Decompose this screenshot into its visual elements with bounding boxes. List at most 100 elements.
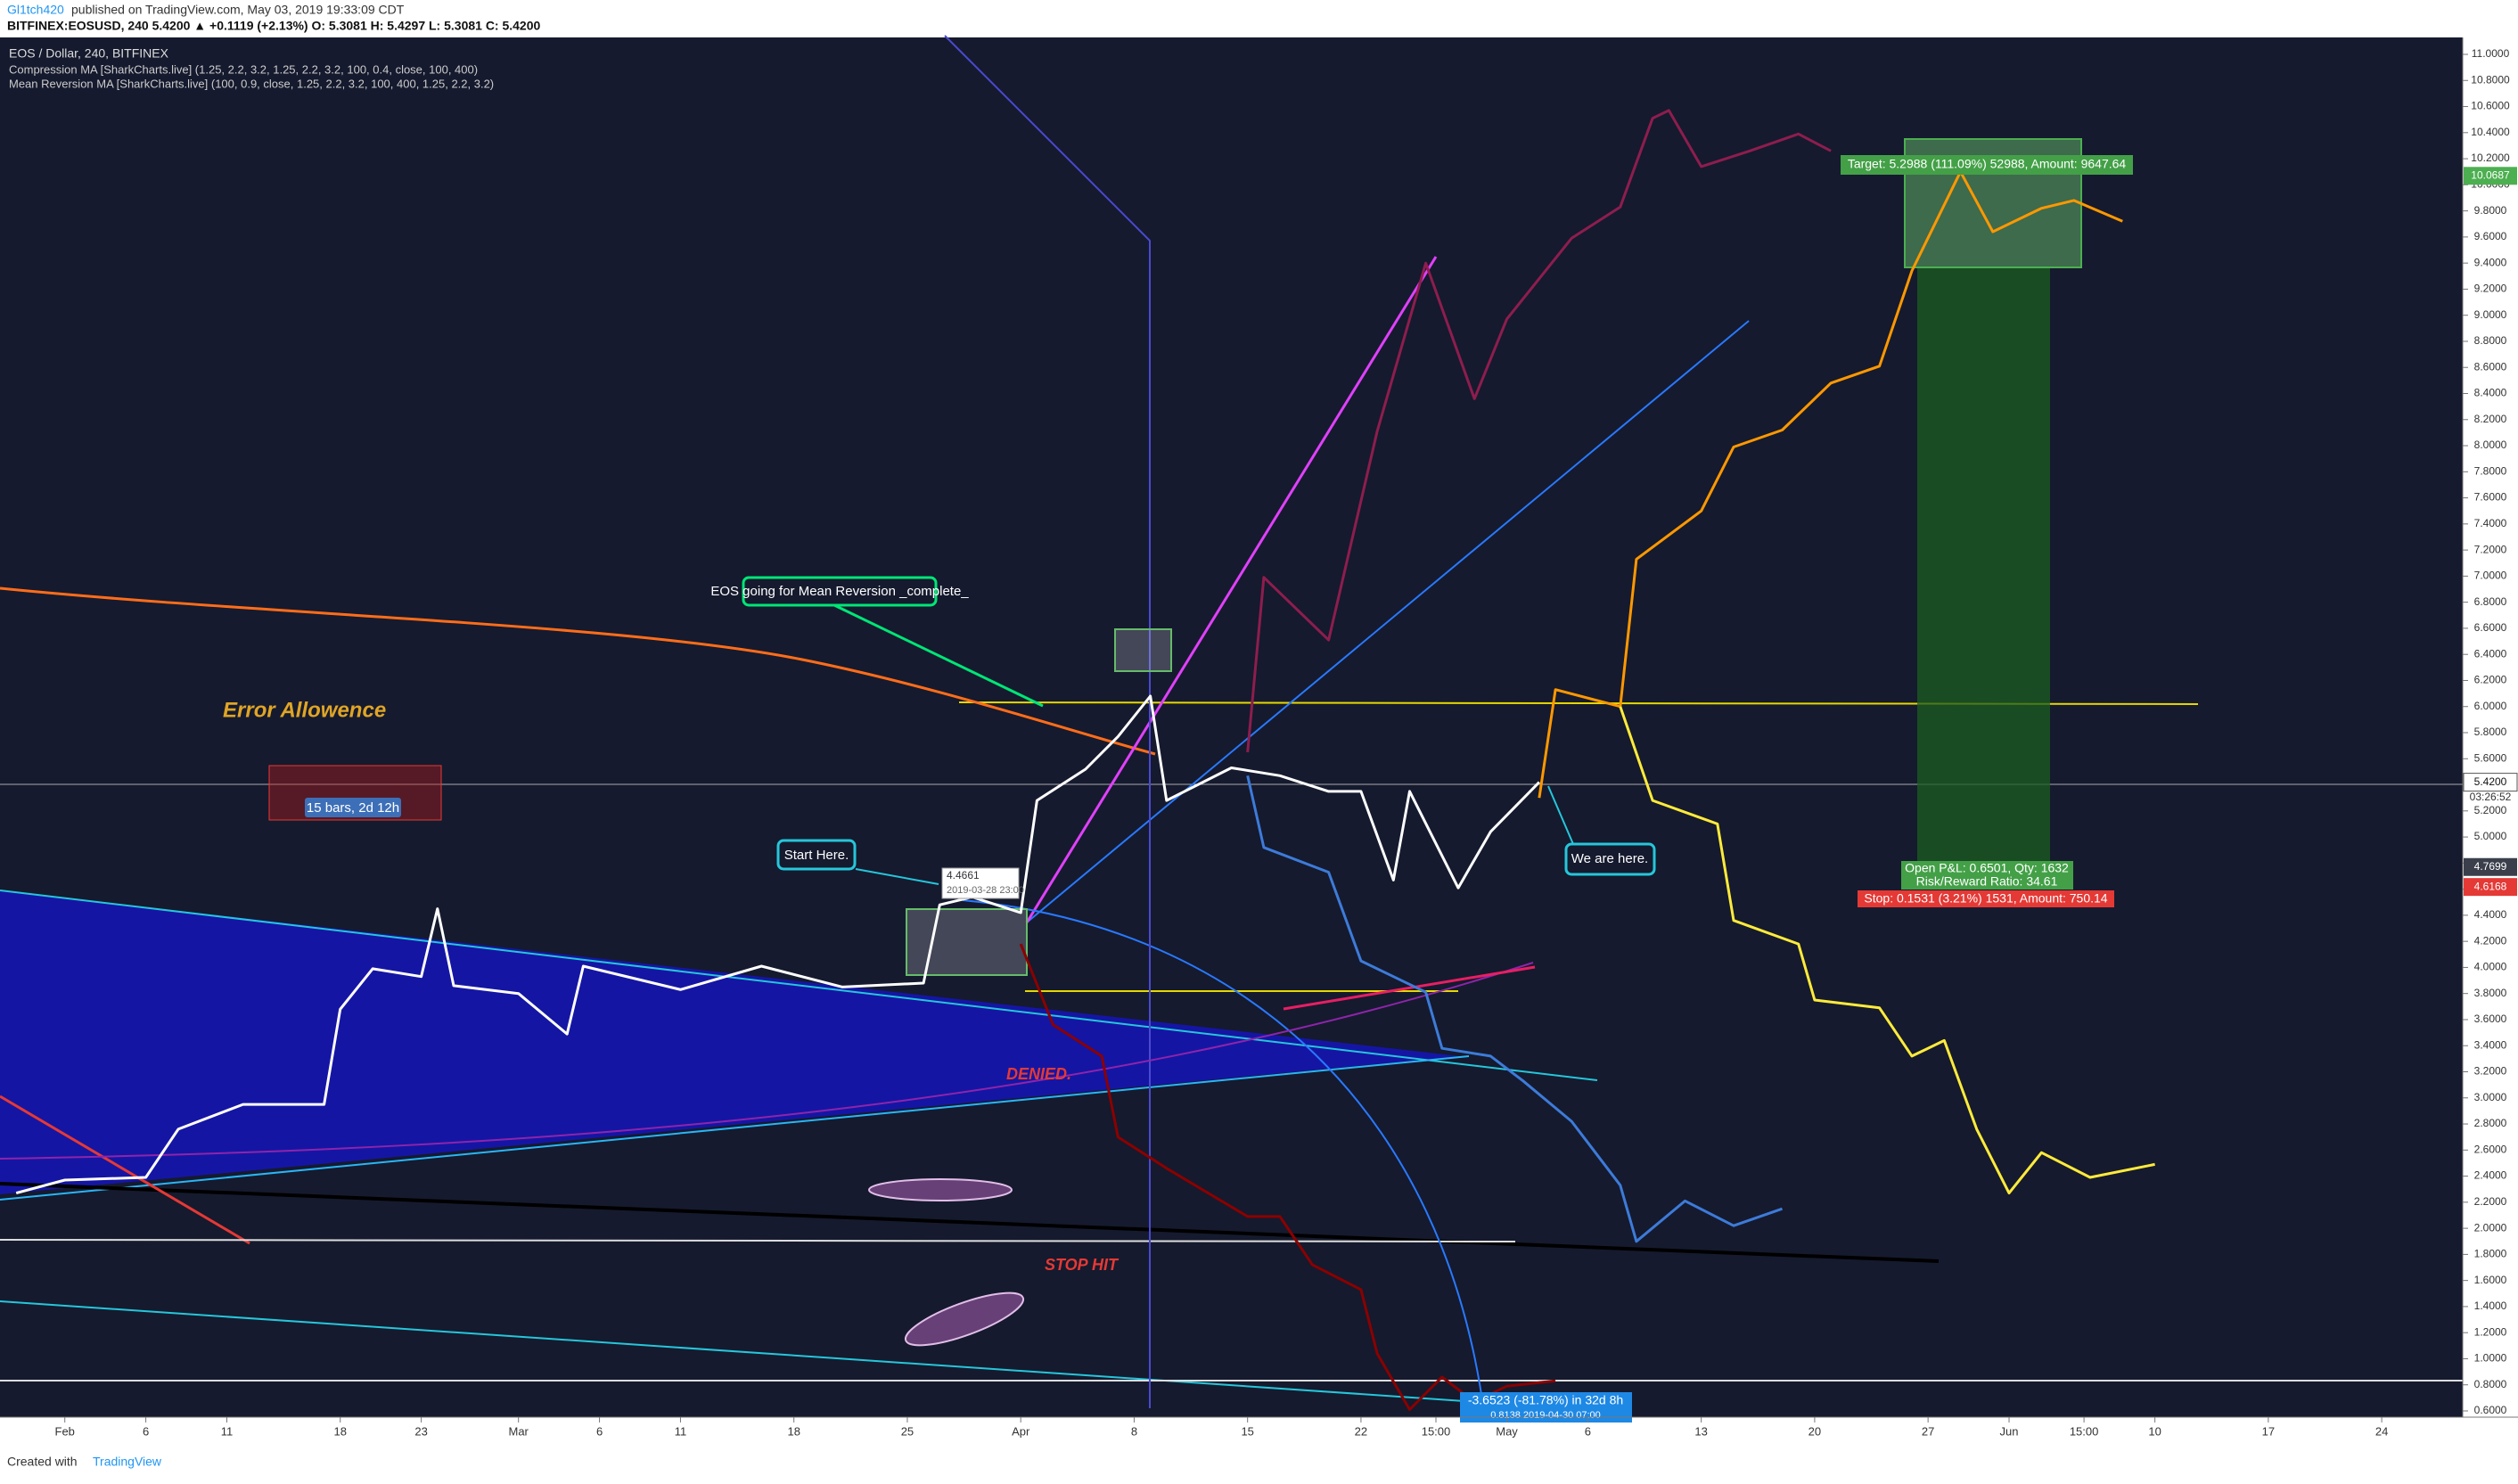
note-box <box>305 798 401 817</box>
note-box <box>1564 842 1656 876</box>
y-tick-label: 2.6000 <box>2474 1143 2507 1155</box>
x-tick-label: May <box>1496 1424 1518 1438</box>
price-tag <box>2463 773 2518 792</box>
tooltip-text: 4.4661 <box>947 869 980 881</box>
x-tick-label: 25 <box>901 1424 914 1438</box>
y-tick-label: 6.0000 <box>2474 700 2507 712</box>
y-tick-label: 4.0000 <box>2474 961 2507 973</box>
price-line <box>15 694 1540 1195</box>
x-tick-label: Jun <box>2000 1424 2019 1438</box>
y-tick-label: 3.4000 <box>2474 1038 2507 1051</box>
callout-line <box>855 868 939 885</box>
price-line <box>1538 170 2123 799</box>
y-tick-label: 5.8000 <box>2474 726 2507 738</box>
y-tick-label: 10.8000 <box>2471 73 2510 86</box>
ma-curve <box>0 586 1156 756</box>
x-tick-label: 6 <box>596 1424 603 1438</box>
note: EOS going for Mean Reversion _complete_ <box>710 584 969 599</box>
price-line <box>1619 706 2155 1195</box>
y-tick-label: 10.2000 <box>2471 152 2510 164</box>
y-tick-label: 3.8000 <box>2474 987 2507 999</box>
y-tick-label: 8.0000 <box>2474 439 2507 451</box>
note-box <box>742 576 938 607</box>
x-tick-label: 20 <box>1809 1424 1821 1438</box>
y-tick-label: 6.6000 <box>2474 621 2507 634</box>
label-box <box>1858 890 2114 907</box>
y-tick-label: 8.4000 <box>2474 387 2507 399</box>
y-tick-label: 7.0000 <box>2474 570 2507 582</box>
x-tick-label: 11 <box>221 1424 234 1438</box>
y-tick-label: 5.6000 <box>2474 751 2507 764</box>
y-tick-label: 2.4000 <box>2474 1169 2507 1182</box>
x-tick-label: 23 <box>414 1424 427 1438</box>
y-tick-label: 8.6000 <box>2474 360 2507 373</box>
label-box <box>1901 861 2073 890</box>
label-box <box>1841 155 2133 175</box>
target-label: Target: 5.2988 (111.09%) 52988, Amount: … <box>1848 157 2127 171</box>
y-tick-label: 7.4000 <box>2474 517 2507 529</box>
ma-curve <box>0 962 1534 1160</box>
y-tick-label: 6.2000 <box>2474 674 2507 686</box>
x-tick-label: 6 <box>143 1424 149 1438</box>
chart-title: EOS / Dollar, 240, BITFINEX <box>9 46 169 61</box>
x-tick-label: 24 <box>2375 1424 2388 1438</box>
x-tick-label: 18 <box>787 1424 800 1438</box>
y-tick-label: 7.8000 <box>2474 464 2507 477</box>
price-tag-label: 4.6168 <box>2474 880 2507 892</box>
note: Start Here. <box>784 848 849 863</box>
author[interactable]: Gl1tch420 <box>7 3 64 17</box>
indicator: Mean Reversion MA [SharkCharts.live] (10… <box>9 77 494 90</box>
y-tick-label: 3.2000 <box>2474 1065 2507 1078</box>
trendline <box>1025 256 1438 923</box>
trendline <box>0 1182 1940 1263</box>
y-tick-label: 6.4000 <box>2474 647 2507 660</box>
triangle-zone <box>0 890 1460 1194</box>
price-line <box>1246 775 1783 1243</box>
trendline <box>1283 965 1536 1011</box>
measure-label: 0.8138 2019-04-30 07:00 <box>1490 1410 1601 1421</box>
y-tick-label: 10.6000 <box>2471 100 2510 112</box>
x-tick-label: 18 <box>333 1424 346 1438</box>
trendline <box>0 890 1598 1081</box>
y-tick-label: 1.6000 <box>2474 1274 2507 1286</box>
drawings <box>0 35 2463 1414</box>
x-tick-label: 11 <box>675 1424 687 1438</box>
annotations: Error Allowence 15 bars, 2d 12h EOS goin… <box>223 155 2133 1423</box>
envelope <box>944 35 1151 1408</box>
callout-line <box>1547 785 1574 845</box>
price-tag-label: 4.7699 <box>2474 860 2507 873</box>
trendline <box>1026 320 1750 923</box>
rr-label: Risk/Reward Ratio: 34.61 <box>1916 874 2058 889</box>
price-tag <box>2464 857 2517 876</box>
note: STOP HIT <box>1045 1256 1120 1274</box>
y-tick-label: 8.8000 <box>2474 334 2507 347</box>
y-tick-label: 6.8000 <box>2474 595 2507 608</box>
h-line <box>0 1239 1516 1242</box>
x-tick-label: 27 <box>1922 1424 1934 1438</box>
x-tick-label: 22 <box>1355 1424 1367 1438</box>
y-tick-label: 3.0000 <box>2474 1091 2507 1103</box>
x-tick-label: Feb <box>55 1424 75 1438</box>
x-tick-label: 6 <box>1585 1424 1591 1438</box>
ellipse <box>868 1178 1013 1201</box>
symbol-line: BITFINEX:EOSUSD, 240 5.4200 ▲ +0.1119 (+… <box>7 19 541 33</box>
trendline <box>0 1055 1470 1201</box>
trendline <box>0 1300 1596 1411</box>
footer-brand[interactable]: TradingView <box>93 1455 162 1469</box>
countdown: 03:26:52 <box>2470 791 2512 803</box>
note-box <box>776 839 857 871</box>
x-tick-label: 13 <box>1694 1424 1707 1438</box>
y-tick-label: 2.0000 <box>2474 1221 2507 1234</box>
price-tag <box>2464 167 2517 185</box>
y-tick-label: 9.0000 <box>2474 308 2507 321</box>
published: published on TradingView.com, May 03, 20… <box>71 3 405 17</box>
y-tick-label: 0.6000 <box>2474 1404 2507 1416</box>
trendline <box>0 1095 250 1245</box>
y-tick-label: 9.6000 <box>2474 230 2507 242</box>
tooltip <box>941 867 1020 899</box>
y-tick-label: 1.8000 <box>2474 1248 2507 1260</box>
note: DENIED. <box>1006 1065 1071 1083</box>
footer: Created with <box>7 1455 78 1469</box>
x-tick-label: 17 <box>2262 1424 2275 1438</box>
